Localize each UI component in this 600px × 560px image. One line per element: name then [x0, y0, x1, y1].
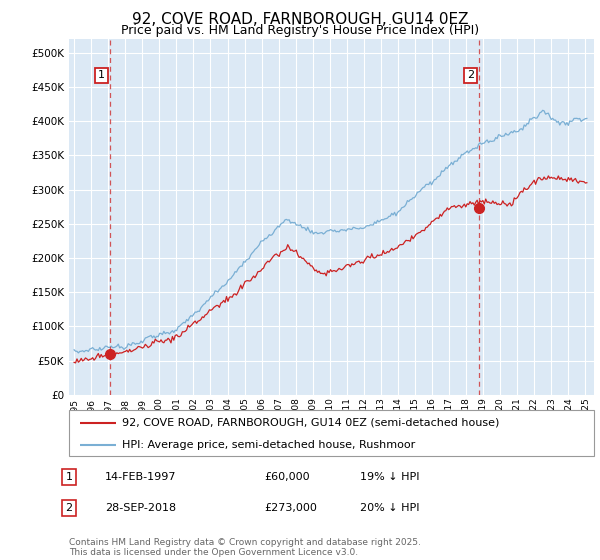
Text: 1: 1	[65, 472, 73, 482]
Text: 92, COVE ROAD, FARNBOROUGH, GU14 0EZ (semi-detached house): 92, COVE ROAD, FARNBOROUGH, GU14 0EZ (se…	[121, 418, 499, 428]
Text: 20% ↓ HPI: 20% ↓ HPI	[360, 503, 419, 513]
Text: 28-SEP-2018: 28-SEP-2018	[105, 503, 176, 513]
Text: 14-FEB-1997: 14-FEB-1997	[105, 472, 176, 482]
Text: Contains HM Land Registry data © Crown copyright and database right 2025.
This d: Contains HM Land Registry data © Crown c…	[69, 538, 421, 557]
Text: HPI: Average price, semi-detached house, Rushmoor: HPI: Average price, semi-detached house,…	[121, 440, 415, 450]
Text: £60,000: £60,000	[264, 472, 310, 482]
Text: Price paid vs. HM Land Registry's House Price Index (HPI): Price paid vs. HM Land Registry's House …	[121, 24, 479, 37]
Text: 92, COVE ROAD, FARNBOROUGH, GU14 0EZ: 92, COVE ROAD, FARNBOROUGH, GU14 0EZ	[132, 12, 468, 27]
Text: 19% ↓ HPI: 19% ↓ HPI	[360, 472, 419, 482]
Text: 2: 2	[65, 503, 73, 513]
Text: £273,000: £273,000	[264, 503, 317, 513]
Text: 2: 2	[467, 71, 474, 81]
FancyBboxPatch shape	[69, 410, 594, 456]
Text: 1: 1	[98, 71, 105, 81]
